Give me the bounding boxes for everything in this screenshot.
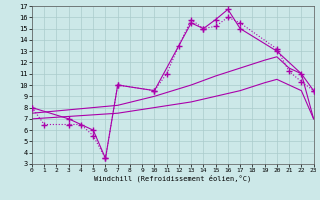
X-axis label: Windchill (Refroidissement éolien,°C): Windchill (Refroidissement éolien,°C) (94, 175, 252, 182)
